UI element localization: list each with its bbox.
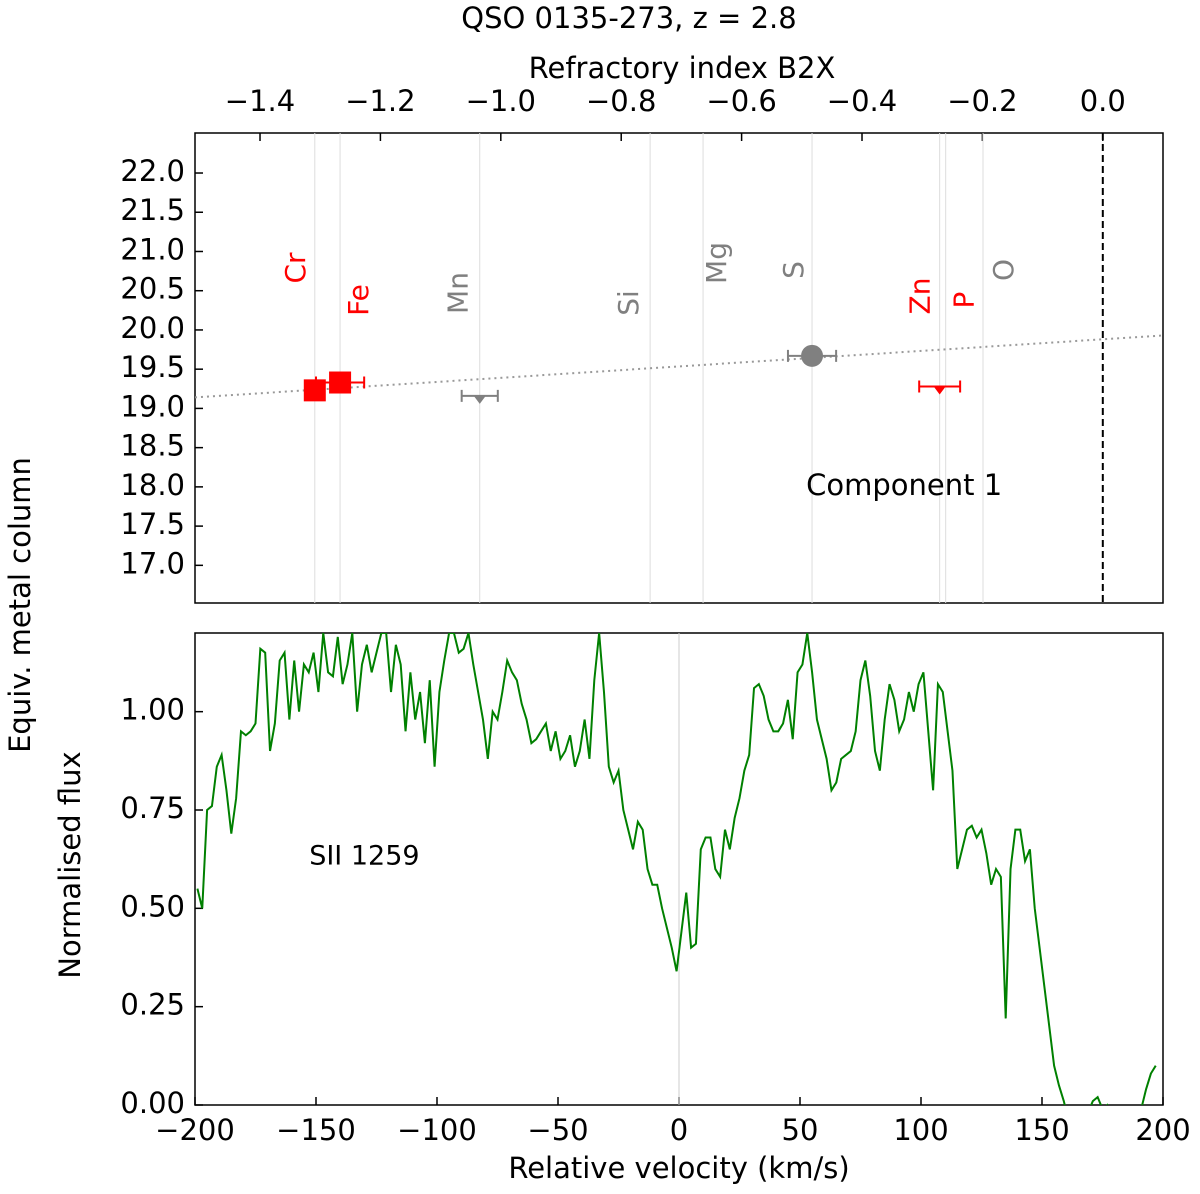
element-label: Fe [342,284,375,316]
y-tick-label: 19.5 [120,350,185,384]
annotation: SII 1259 [309,841,419,872]
point [303,379,326,402]
x-tick-label: −0.4 [827,84,897,118]
point [329,371,352,394]
y-tick-label: 17.0 [120,546,185,580]
x-axis-title: Relative velocity (km/s) [508,1151,849,1185]
y-tick-label: 21.0 [120,232,185,266]
y-tick-label: 17.5 [120,507,185,541]
x-tick-label: −1.4 [225,84,295,118]
x-tick-label: −0.6 [706,84,776,118]
element-label: Zn [904,278,937,315]
upper-limit [473,395,486,404]
x-tick-label: −150 [276,1113,356,1147]
point [801,344,824,367]
element-label: Mn [442,272,475,314]
element-label: P [948,292,981,309]
y-tick-label: 20.5 [120,272,185,306]
y-tick-label: 0.25 [120,988,185,1022]
x-tick-label: −0.8 [586,84,656,118]
y-axis-title: Normalised flux [53,751,87,978]
x-tick-label: 200 [1135,1113,1190,1147]
y-tick-label: 21.5 [120,193,185,227]
x-tick-label: 100 [893,1113,948,1147]
y-tick-label: 19.0 [120,389,185,423]
x-tick-label: −1.0 [466,84,536,118]
x-tick-label: −1.2 [345,84,415,118]
element-label: Mg [700,242,733,284]
y-tick-label: 22.0 [120,154,185,188]
x-tick-label: 0 [670,1113,688,1147]
y-tick-label: 18.0 [120,468,185,502]
x-tick-label: −0.2 [947,84,1017,118]
element-label: S [777,261,810,279]
x-tick-label: −50 [527,1113,588,1147]
plot-frame [194,132,1164,604]
x-tick-label: 50 [782,1113,819,1147]
y-tick-label: 20.0 [120,311,185,345]
y-tick-label: 0.50 [120,889,185,923]
x-tick-label: −100 [397,1113,477,1147]
chart-title: QSO 0135-273, z = 2.8 [461,1,796,35]
y-tick-label: 0.00 [120,1086,185,1120]
annotation: Component 1 [806,468,1002,502]
spectrum-line [196,633,1157,1105]
y-tick-label: 18.5 [120,429,185,463]
upper-limit [933,386,946,395]
x-axis-title: Refractory index B2X [529,51,836,85]
x-tick-label: −200 [155,1113,235,1147]
y-tick-label: 0.75 [120,791,185,825]
element-label: Si [612,290,645,316]
error-bar [918,380,962,393]
y-tick-label: 1.00 [120,693,185,727]
element-label: Cr [279,252,312,284]
element-label: O [987,259,1020,281]
x-tick-label: 0.0 [1080,84,1126,118]
y-axis-title: Equiv. metal column [3,457,37,753]
x-tick-label: 150 [1014,1113,1069,1147]
